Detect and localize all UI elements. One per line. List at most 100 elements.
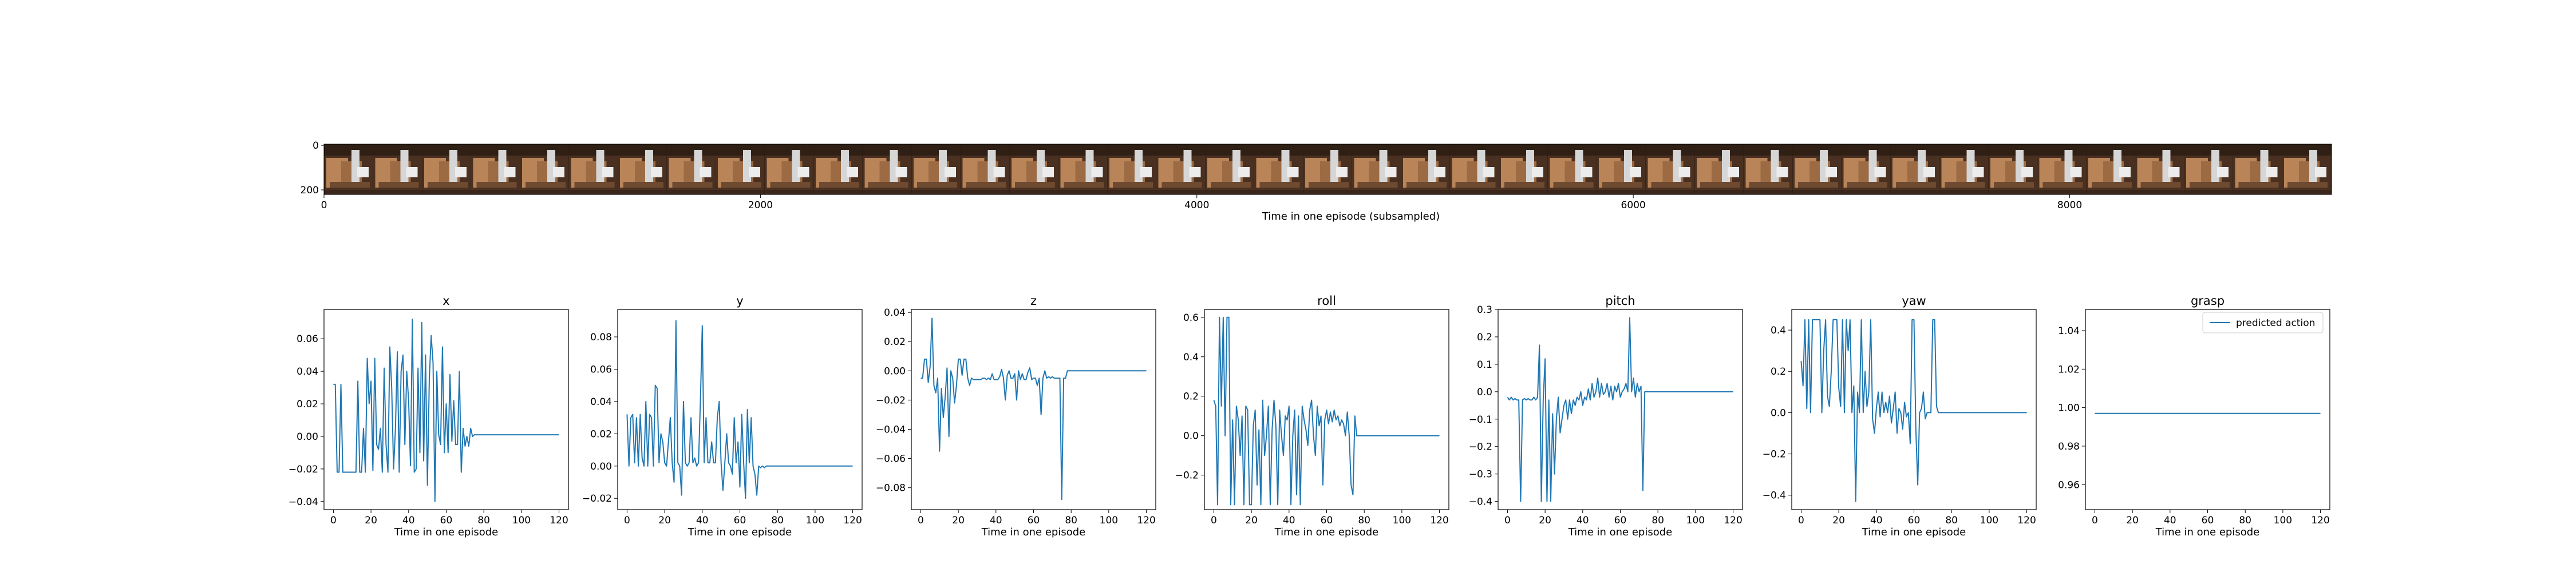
x-axis-label: Time in one episode — [2155, 526, 2260, 538]
y-tick-label: 0.2 — [1183, 391, 1199, 403]
x-tick-label: 120 — [843, 515, 862, 526]
plot-frame-pitch — [1498, 309, 1743, 510]
x-tick-label: 40 — [402, 515, 415, 526]
x-tick-label: 0 — [1211, 515, 1217, 526]
y-tick-label: 1.00 — [2058, 403, 2080, 414]
x-axis-label: Time in one episode — [394, 526, 499, 538]
series-line-z — [920, 317, 1147, 500]
x-tick-label: 120 — [2311, 515, 2329, 526]
y-tick-label: 1.04 — [2058, 325, 2080, 337]
y-tick-label: 0.00 — [884, 366, 906, 377]
x-tick-label: 60 — [1321, 515, 1333, 526]
strip-x-ticks: 0 2000 4000 6000 8000 — [321, 194, 2082, 211]
legend: predicted action — [2202, 312, 2324, 333]
y-tick-label: 0.96 — [2058, 479, 2080, 491]
y-tick-label: 0.0 — [1183, 431, 1199, 442]
y-tick-label: 0.2 — [1771, 366, 1786, 378]
series-line-pitch — [1507, 317, 1733, 502]
x-tick-label: 0 — [918, 515, 924, 526]
y-tick-label: 0.06 — [297, 333, 318, 345]
y-tick-label: 0.0 — [1771, 407, 1786, 419]
x-tick-label: 100 — [806, 515, 824, 526]
strip-x-axis-label: Time in one episode (subsampled) — [1262, 210, 1440, 223]
series-line-x — [333, 319, 559, 502]
y-tick-label: −0.2 — [1763, 449, 1786, 460]
x-tick-label: 120 — [1430, 515, 1448, 526]
y-tick-label: 0.04 — [297, 366, 318, 378]
series-line-yaw — [1800, 319, 2027, 502]
y-tick-label: −0.1 — [1469, 414, 1492, 426]
x-tick-label: 0 — [1504, 515, 1511, 526]
x-tick-label: 60 — [1028, 515, 1040, 526]
subplot-title: x — [442, 294, 449, 308]
x-tick-label: 40 — [696, 515, 709, 526]
x-tick-label: 0 — [624, 515, 630, 526]
x-tick-label: 80 — [1065, 515, 1077, 526]
x-tick-label: 60 — [1908, 515, 1921, 526]
legend-label: predicted action — [2236, 317, 2315, 329]
subplot-y: 0 20 40 60 80 100 120 −0.02 0.00 0.02 0.04 0.06 0.08… — [582, 294, 863, 538]
subplot-title: grasp — [2191, 294, 2225, 308]
x-tick-label: 20 — [1245, 515, 1258, 526]
series-line-roll — [1213, 316, 1440, 506]
x-tick-label: 120 — [1724, 515, 1742, 526]
y-tick-label: 0.00 — [297, 431, 318, 443]
x-tick-label: 20 — [658, 515, 671, 526]
x-axis-label: Time in one episode — [1274, 526, 1379, 538]
x-tick-label: 80 — [1652, 515, 1664, 526]
x-tick-label: 120 — [1137, 515, 1155, 526]
y-tick-label: −0.3 — [1469, 469, 1492, 480]
x-tick-label: 0 — [1798, 515, 1804, 526]
x-tick-label: 20 — [365, 515, 377, 526]
y-tick-label: −0.06 — [876, 454, 906, 465]
x-tick-label: 120 — [2017, 515, 2036, 526]
x-axis-label: Time in one episode — [688, 526, 792, 538]
series-line-y — [626, 320, 853, 499]
x-tick-label: 60 — [440, 515, 453, 526]
subplot-title: z — [1030, 294, 1037, 308]
x-tick-label: 20 — [1539, 515, 1551, 526]
y-tick-label: −0.04 — [876, 424, 906, 435]
y-tick-label: 0.04 — [590, 396, 612, 408]
y-tick-label: 0.06 — [590, 364, 612, 375]
x-tick-label: 100 — [2274, 515, 2292, 526]
y-tick-label: 0.6 — [1183, 312, 1199, 324]
y-tick-label: 0.02 — [590, 428, 612, 440]
strip-x-tick-label: 0 — [321, 200, 327, 211]
x-tick-label: 40 — [990, 515, 1002, 526]
y-tick-label: 0.0 — [1477, 387, 1492, 398]
legend-box — [2202, 312, 2324, 333]
x-tick-label: 40 — [1283, 515, 1295, 526]
y-tick-label: 0.2 — [1477, 332, 1492, 343]
x-axis-label: Time in one episode — [1568, 526, 1673, 538]
y-tick-label: −0.08 — [876, 483, 906, 494]
strip-y-ticks: 0 200 — [301, 140, 324, 196]
x-tick-label: 100 — [1686, 515, 1705, 526]
strip-y-tick-label: 200 — [301, 185, 319, 196]
x-tick-label: 100 — [512, 515, 531, 526]
x-tick-label: 80 — [477, 515, 490, 526]
y-tick-label: −0.4 — [1763, 490, 1786, 502]
y-tick-label: −0.02 — [582, 493, 612, 505]
subplot-title: roll — [1317, 294, 1336, 308]
y-tick-label: −0.2 — [1469, 442, 1492, 453]
y-tick-label: 0.04 — [884, 307, 906, 319]
x-tick-label: 20 — [952, 515, 965, 526]
frame-strip-image — [323, 144, 2332, 195]
subplot-x: 0 20 40 60 80 100 120 −0.04 −0.02 0.00 0.02 0.04 0.0… — [289, 294, 569, 538]
x-tick-label: 20 — [1832, 515, 1845, 526]
x-tick-label: 0 — [2092, 515, 2098, 526]
y-tick-label: −0.2 — [1175, 470, 1199, 482]
subplot-yaw: 0 20 40 60 80 100 120 −0.4 −0.2 0.0 0.2 0.4 yaw Time … — [1763, 294, 2037, 538]
x-tick-label: 60 — [734, 515, 746, 526]
y-tick-label: 0.08 — [590, 332, 612, 343]
strip-x-tick-label: 2000 — [748, 200, 773, 211]
y-tick-label: 0.00 — [590, 461, 612, 472]
plot-frame-grasp — [2085, 309, 2330, 510]
frame-strip: 0 2000 4000 6000 8000 0 200 Time in one epis… — [301, 140, 2332, 223]
x-tick-label: 80 — [771, 515, 784, 526]
y-tick-label: −0.04 — [289, 496, 318, 508]
subplot-grasp: 0 20 40 60 80 100 120 0.96 0.98 1.00 1.02 1.04 grasp… — [2058, 294, 2330, 538]
x-tick-label: 100 — [1393, 515, 1411, 526]
